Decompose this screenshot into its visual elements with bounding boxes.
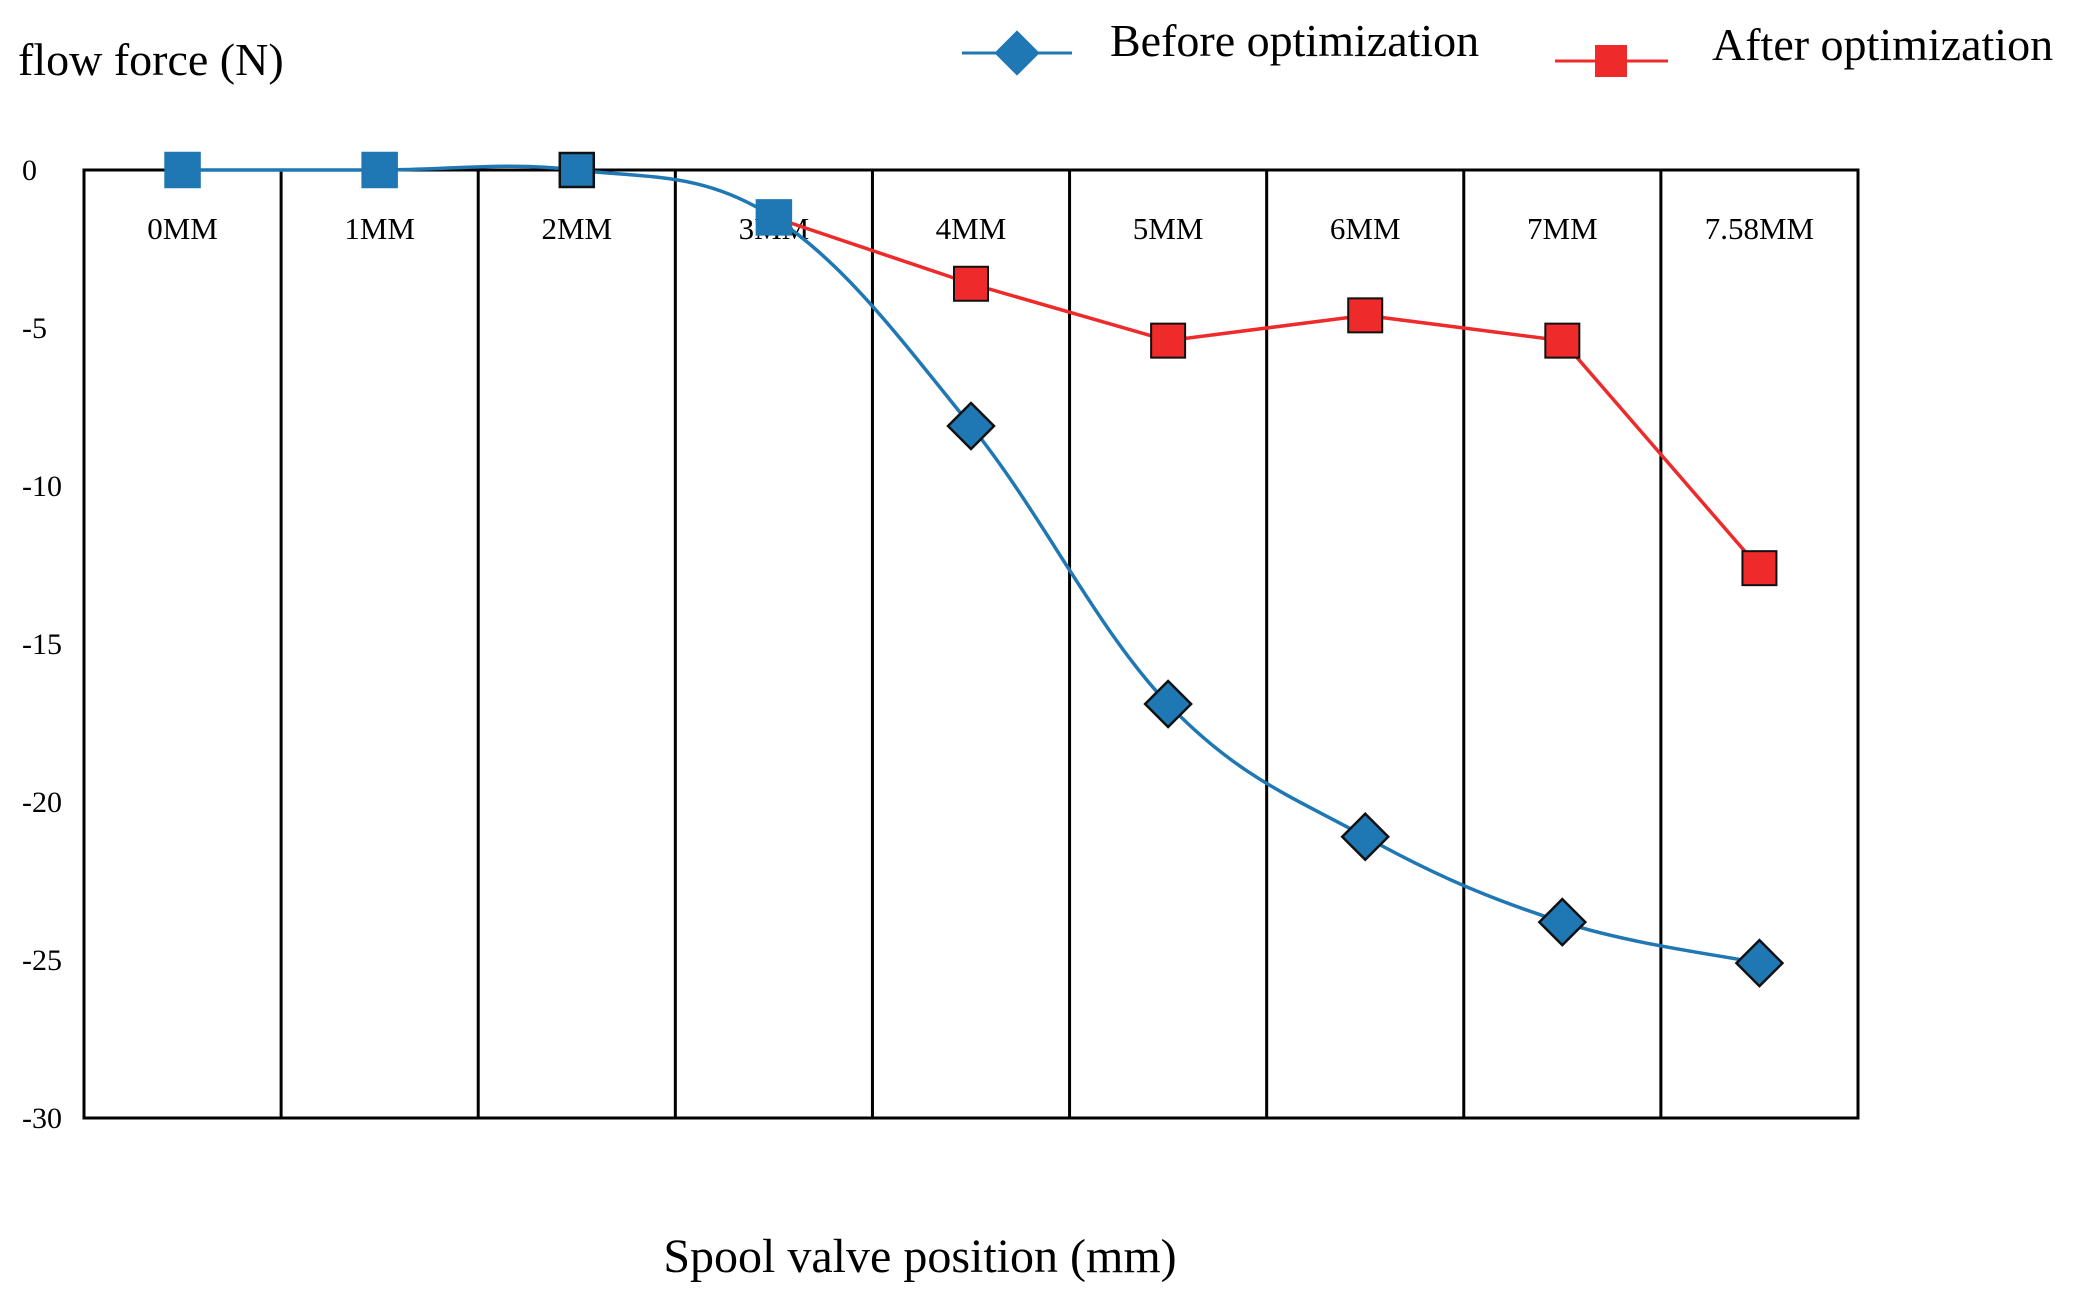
series-after-line	[773, 215, 1761, 570]
point-after	[953, 265, 989, 302]
y-tick-label: 0	[22, 154, 37, 187]
y-tick-label: -25	[22, 944, 62, 977]
x-category-label: 2MM	[541, 211, 612, 246]
point-before	[1143, 679, 1193, 729]
point-before	[1340, 811, 1390, 862]
x-category-label: 4MM	[936, 211, 1007, 246]
x-category-label: 7MM	[1527, 211, 1598, 246]
plot-area: 0-5-10-15-20-25-300MM1MM2MM3MM4MM5MM6MM7…	[22, 151, 1860, 1135]
x-axis-title: Spool valve position (mm)	[663, 1230, 1176, 1283]
plot-frame	[82, 168, 1860, 1120]
y-tick-label: -20	[22, 786, 62, 819]
x-category-label: 6MM	[1330, 211, 1401, 246]
legend-item-before: Before optimization	[962, 15, 1479, 76]
point-before	[558, 151, 596, 189]
legend: Before optimization After optimization	[962, 15, 2053, 77]
y-tick-label: -15	[22, 628, 62, 661]
x-category-label: 7.58MM	[1705, 211, 1814, 246]
point-before	[946, 401, 996, 451]
x-category-label: 1MM	[344, 211, 415, 246]
point-after	[1741, 550, 1778, 587]
x-category-label: 5MM	[1133, 211, 1204, 246]
y-tick-label: -5	[22, 312, 47, 345]
legend-item-after: After optimization	[1555, 19, 2053, 77]
y-tick-label: -30	[22, 1102, 62, 1135]
point-before	[1537, 897, 1588, 947]
point-after	[1150, 322, 1187, 359]
x-category-label: 0MM	[147, 211, 218, 246]
point-after	[1544, 322, 1581, 359]
legend-after-label: After optimization	[1712, 19, 2053, 70]
point-after	[1347, 297, 1384, 334]
legend-after-marker	[1595, 45, 1627, 77]
point-before	[361, 151, 398, 189]
point-before	[164, 151, 201, 189]
legend-before-label: Before optimization	[1110, 15, 1479, 66]
point-before	[1734, 938, 1785, 988]
y-tick-label: -10	[22, 470, 62, 503]
legend-before-marker	[994, 30, 1040, 76]
point-before	[755, 199, 793, 236]
y-axis-title: flow force (N)	[18, 34, 284, 85]
